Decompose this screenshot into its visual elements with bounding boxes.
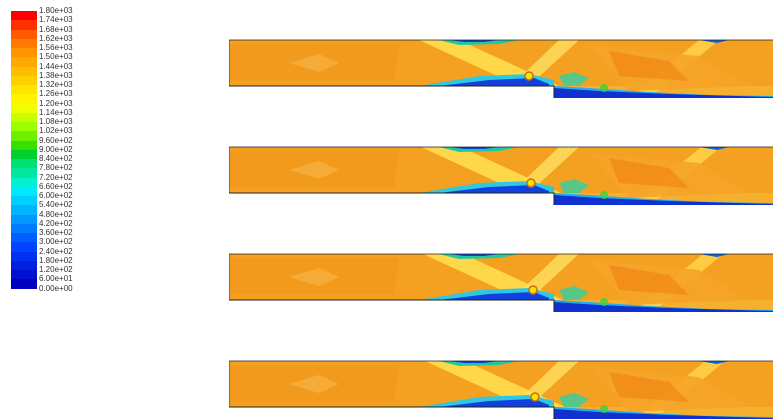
- legend-tick-label: 1.68e+03: [39, 24, 73, 34]
- legend-swatch: [11, 103, 37, 114]
- legend-swatch: [11, 29, 37, 40]
- legend-swatch: [11, 20, 37, 30]
- legend-swatch: [11, 270, 37, 280]
- legend-swatch: [11, 66, 37, 77]
- legend-swatch: [11, 131, 37, 141]
- legend-tick-label: 8.40e+02: [39, 154, 73, 163]
- legend-tick-label: 0.00e+00: [39, 283, 73, 293]
- legend-swatch: [11, 233, 37, 243]
- legend-swatch: [11, 260, 37, 271]
- legend-tick-label: 1.14e+03: [39, 107, 73, 117]
- legend-swatch: [11, 168, 37, 178]
- contour-panel-3: [229, 250, 773, 312]
- contour-panel-4: [229, 357, 773, 419]
- contour-panel-2: [229, 143, 773, 205]
- legend-swatch: [11, 186, 37, 197]
- legend-swatch: [11, 11, 37, 21]
- legend-tick-label: 1.50e+03: [39, 52, 73, 62]
- legend-tick-label: 1.38e+03: [39, 70, 73, 80]
- legend-tick-label: 7.20e+02: [39, 172, 73, 182]
- legend-tick-label: 1.02e+03: [39, 126, 73, 136]
- legend-tick-label: 1.44e+03: [39, 61, 73, 71]
- legend-tick-label: 2.40e+02: [39, 246, 73, 256]
- legend-tick-label: 1.74e+03: [39, 15, 73, 25]
- legend-swatch: [11, 251, 37, 262]
- contour-panel-1: [229, 36, 773, 98]
- legend-tick-label: 1.08e+03: [39, 117, 73, 126]
- legend-swatch: [11, 140, 37, 151]
- legend-tick-label: 9.60e+02: [39, 135, 73, 145]
- legend-swatch: [11, 177, 37, 188]
- legend-tick-label: 4.80e+02: [39, 209, 73, 219]
- legend-tick-label: 1.56e+03: [39, 43, 73, 52]
- legend-tick-label: 3.00e+02: [39, 237, 73, 247]
- legend-swatch: [11, 38, 37, 49]
- legend-swatch: [11, 223, 37, 234]
- legend-tick-label: 3.60e+02: [39, 228, 73, 237]
- legend-swatch: [11, 279, 37, 289]
- legend-tick-label: 1.80e+03: [39, 6, 73, 15]
- legend-swatch: [11, 75, 37, 86]
- legend-tick-label: 1.80e+02: [39, 255, 73, 265]
- legend-swatch: [11, 149, 37, 160]
- legend-swatch: [11, 48, 37, 58]
- legend-tick-label: 1.20e+02: [39, 265, 73, 274]
- legend-tick-label: 1.32e+03: [39, 80, 73, 89]
- legend-swatch: [11, 242, 37, 252]
- legend-swatch: [11, 196, 37, 206]
- legend-tick-label: 1.20e+03: [39, 98, 73, 108]
- legend-swatch: [11, 57, 37, 67]
- legend-swatch: [11, 85, 37, 95]
- legend-tick-label: 5.40e+02: [39, 200, 73, 210]
- legend-swatch: [11, 205, 37, 215]
- colorbar-legend: 1.80e+03 1.74e+03 1.68e+03 1.62e+03 1.56e+03…: [0, 0, 120, 418]
- legend-swatch: [11, 159, 37, 169]
- legend-tick-label: 9.00e+02: [39, 144, 73, 154]
- legend-tick-label: 6.00e+01: [39, 274, 73, 284]
- legend-swatch: [11, 122, 37, 132]
- legend-swatch: [11, 112, 37, 123]
- legend-tick-label: 6.00e+02: [39, 191, 73, 200]
- legend-tick-label: 1.26e+03: [39, 89, 73, 99]
- legend-tick-label: 4.20e+02: [39, 218, 73, 228]
- legend-swatch: [11, 214, 37, 225]
- legend-tick-label: 6.60e+02: [39, 181, 73, 191]
- legend-tick-label: 1.62e+03: [39, 33, 73, 43]
- legend-swatch: [11, 94, 37, 104]
- legend-tick-label: 7.80e+02: [39, 163, 73, 173]
